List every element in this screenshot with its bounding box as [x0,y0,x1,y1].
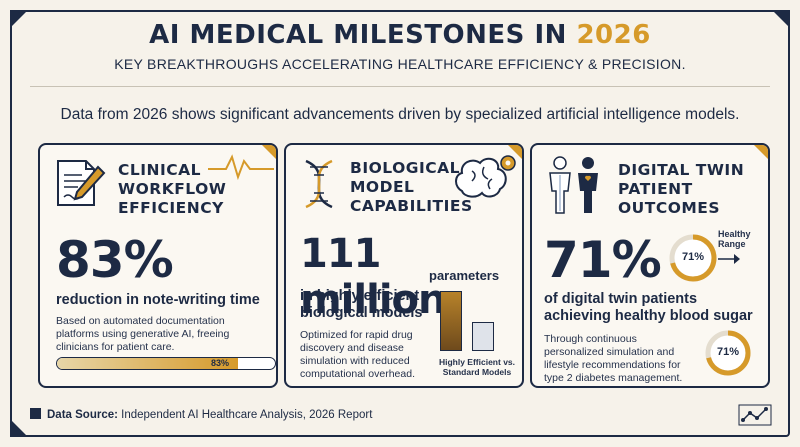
heartbeat-icon [208,154,274,181]
range-label: Healthy Range [718,229,751,249]
ring-arc [669,234,717,282]
card-title-line: CAPABILITIES [350,197,473,215]
card-title: CLINICAL WORKFLOW EFFICIENCY [118,161,226,218]
card-title-line: PATIENT [618,180,693,198]
stat-subtitle-line: in highly efficient [300,288,420,304]
comparison-label-line: Highly Efficient vs. [438,357,516,367]
progress-fill [57,358,238,369]
card-title-line: BIOLOGICAL [350,159,460,177]
card-title-line: CLINICAL [118,161,202,179]
digital-twin-people-icon [549,156,598,214]
page-frame [10,10,790,437]
frame-corner [772,10,790,28]
card-corner-fold [752,145,768,161]
card-corner-fold [260,145,276,161]
stat-unit: parameters [429,268,500,283]
card-description: Optimized for rapid drug discovery and d… [300,329,415,380]
comparison-label: Highly Efficient vs. Standard Models [432,357,522,377]
card-clinical-workflow: CLINICAL WORKFLOW EFFICIENCY 83% reducti… [38,143,278,388]
footer-text: Independent AI Healthcare Analysis, 2026… [121,409,373,421]
card-title-line: DIGITAL TWIN [618,161,745,179]
footer-bullet [30,408,41,419]
stat-subtitle-line: achieving healthy blood sugar [544,308,753,324]
card-biological-model: BIOLOGICAL MODEL CAPABILITIES 111 millio… [284,143,524,388]
ring-value: 71% [681,251,705,263]
card-title-line: WORKFLOW [118,180,227,198]
range-label-line: Range [718,239,746,249]
card-description: Based on automated documentation platfor… [56,315,230,353]
big-stat: 71% [544,231,662,289]
progress-ring [669,234,717,282]
comparison-bar-efficient [440,291,462,351]
title-year: 2026 [576,20,651,50]
footer-label: Data Source: [47,409,118,421]
card-description: Through continuous personalized simulati… [544,333,683,384]
title-main: AI MEDICAL MILESTONES IN [149,20,567,50]
stat-subtitle: in highly efficient biological models [300,288,422,322]
progress-bar: 83% [56,357,276,370]
ring-value: 71% [716,346,740,358]
document-pen-icon [57,160,106,206]
dna-icon [305,159,333,209]
card-title-line: MODEL [350,178,415,196]
big-stat: 83% [56,231,174,289]
ring-arc [705,330,751,376]
brain-gear-icon [455,155,516,198]
stat-subtitle: reduction in note-writing time [56,292,260,308]
intro-text: Data from 2026 shows significant advance… [60,106,740,123]
card-title-line: EFFICIENCY [118,199,224,217]
frame-corner [10,419,28,437]
stat-subtitle-line: biological models [300,305,423,321]
progress-ring-small [705,330,751,376]
card-title-line: OUTCOMES [618,199,721,217]
big-stat: 111 million [300,231,446,323]
card-digital-twin: DIGITAL TWIN PATIENT OUTCOMES 71% 71% He… [530,143,770,388]
comparison-label-line: Standard Models [442,367,512,377]
card-title: BIOLOGICAL MODEL CAPABILITIES [350,159,473,216]
comparison-bar-standard [472,322,494,351]
progress-label: 83% [210,358,229,368]
stat-subtitle-line: of digital twin patients [544,291,698,307]
divider [30,86,770,87]
footer-source: Data Source: Independent AI Healthcare A… [30,408,372,421]
page-subtitle: KEY BREAKTHROUGHS ACCELERATING HEALTHCAR… [114,56,686,72]
page-title: AI MEDICAL MILESTONES IN 2026 [0,20,800,50]
range-label-line: Healthy [718,229,751,239]
trend-chart-icon [738,404,772,426]
frame-corner [10,10,28,28]
stat-subtitle: of digital twin patients achieving healt… [544,291,753,325]
arrow-right-icon [718,254,740,264]
card-title: DIGITAL TWIN PATIENT OUTCOMES [618,161,744,218]
